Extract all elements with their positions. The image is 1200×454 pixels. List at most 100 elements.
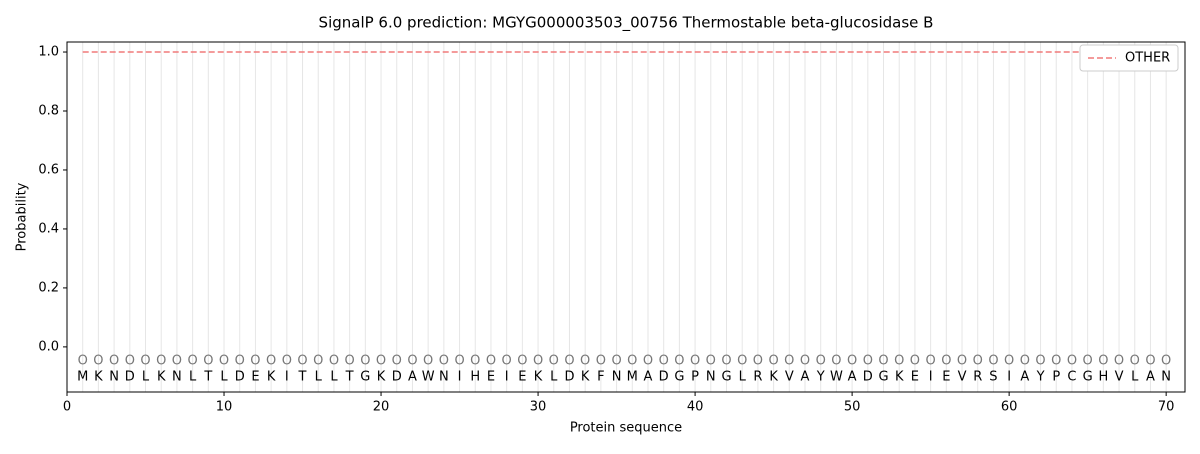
region-label: O — [1051, 354, 1061, 369]
region-label: O — [580, 354, 590, 369]
region-label: O — [674, 354, 684, 369]
residue-label: C — [1067, 370, 1076, 385]
region-label: O — [988, 354, 998, 369]
region-label: O — [1083, 354, 1093, 369]
region-label: O — [1020, 354, 1030, 369]
residue-label: I — [929, 370, 933, 385]
region-label: O — [690, 354, 700, 369]
region-label: O — [235, 354, 245, 369]
residue-label: K — [377, 370, 386, 385]
residue-label: K — [769, 370, 778, 385]
region-label: O — [894, 354, 904, 369]
residue-label: L — [142, 370, 150, 385]
region-label: O — [439, 354, 449, 369]
residue-label: P — [691, 370, 699, 385]
residue-label: M — [627, 370, 638, 385]
region-label: O — [360, 354, 370, 369]
residue-label: T — [203, 370, 212, 385]
region-label: O — [878, 354, 888, 369]
residue-label: D — [659, 370, 669, 385]
residue-label: A — [1020, 370, 1029, 385]
region-label: O — [737, 354, 747, 369]
residue-label: T — [345, 370, 354, 385]
x-tick-label: 0 — [63, 400, 71, 415]
region-label: O — [659, 354, 669, 369]
residue-label: G — [674, 370, 684, 385]
residue-label: V — [958, 370, 967, 385]
region-label: O — [800, 354, 810, 369]
residue-label: K — [581, 370, 590, 385]
region-label: O — [627, 354, 637, 369]
residue-label: Y — [1036, 370, 1045, 385]
region-label: O — [313, 354, 323, 369]
region-label: O — [140, 354, 150, 369]
region-label: O — [297, 354, 307, 369]
region-label: O — [753, 354, 763, 369]
x-tick-label: 70 — [1158, 400, 1175, 415]
residue-label: R — [753, 370, 762, 385]
residue-label: N — [706, 370, 716, 385]
residue-label: H — [1098, 370, 1108, 385]
region-label: O — [1035, 354, 1045, 369]
residue-label: D — [863, 370, 873, 385]
region-label: O — [282, 354, 292, 369]
region-label: O — [816, 354, 826, 369]
chart-title: SignalP 6.0 prediction: MGYG000003503_00… — [319, 14, 934, 33]
region-label: O — [784, 354, 794, 369]
region-label: O — [423, 354, 433, 369]
region-label: O — [596, 354, 606, 369]
region-label: O — [926, 354, 936, 369]
plot-frame — [66, 41, 1186, 393]
residue-label: V — [785, 370, 794, 385]
residue-label: L — [1131, 370, 1139, 385]
residue-label: G — [878, 370, 888, 385]
residue-label: G — [1083, 370, 1093, 385]
region-label: O — [376, 354, 386, 369]
residue-label: L — [220, 370, 228, 385]
x-axis-label: Protein sequence — [570, 421, 682, 436]
region-label: O — [533, 354, 543, 369]
region-label: O — [78, 354, 88, 369]
residue-label: L — [550, 370, 558, 385]
region-label: O — [706, 354, 716, 369]
region-label: O — [1004, 354, 1014, 369]
region-label: O — [1114, 354, 1124, 369]
residue-label: K — [157, 370, 166, 385]
residue-label: L — [189, 370, 197, 385]
residue-label: A — [1146, 370, 1155, 385]
region-label: O — [721, 354, 731, 369]
residue-label: E — [942, 370, 950, 385]
y-tick-label: 0.4 — [38, 221, 59, 236]
y-tick-label: 0.6 — [38, 162, 59, 177]
x-tick-label: 60 — [1001, 400, 1018, 415]
x-tick-label: 50 — [844, 400, 861, 415]
region-label: O — [486, 354, 496, 369]
region-label: O — [831, 354, 841, 369]
region-label: O — [188, 354, 198, 369]
region-label: O — [470, 354, 480, 369]
x-tick-label: 30 — [530, 400, 547, 415]
residue-label: E — [518, 370, 526, 385]
residue-label: K — [94, 370, 103, 385]
region-label: O — [1098, 354, 1108, 369]
residue-label: K — [267, 370, 276, 385]
x-tick-label: 40 — [687, 400, 704, 415]
region-label: O — [502, 354, 512, 369]
region-label: O — [549, 354, 559, 369]
residue-label: D — [125, 370, 135, 385]
residue-label: N — [172, 370, 182, 385]
region-label: O — [156, 354, 166, 369]
residue-label: D — [564, 370, 574, 385]
residue-label: L — [315, 370, 323, 385]
residue-label: G — [360, 370, 370, 385]
residue-label: H — [470, 370, 480, 385]
region-label: O — [93, 354, 103, 369]
region-label: O — [768, 354, 778, 369]
residue-label: K — [534, 370, 543, 385]
region-label: O — [1161, 354, 1171, 369]
residue-label: A — [408, 370, 417, 385]
region-label: O — [109, 354, 119, 369]
y-tick-label: 1.0 — [38, 45, 59, 60]
region-label: O — [611, 354, 621, 369]
